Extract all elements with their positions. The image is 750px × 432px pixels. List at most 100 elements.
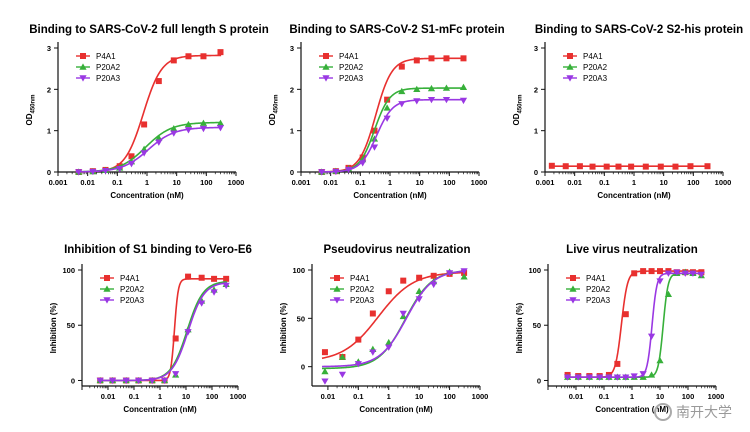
x-tick-label: 10 [182, 392, 190, 401]
x-axis-label: Concentration (nM) [359, 405, 433, 414]
data-point-P20A3 [622, 374, 630, 381]
legend-label-P20A2: P20A2 [339, 63, 364, 72]
x-tick-label: 1000 [228, 178, 245, 187]
data-point-P20A3 [630, 373, 638, 380]
y-tick-label: 100 [292, 266, 305, 275]
data-point-P20A3 [318, 169, 326, 176]
data-point-P20A3 [681, 270, 689, 277]
data-point-P20A3 [122, 377, 130, 385]
data-point-P20A3 [198, 300, 206, 307]
legend-label-P20A3: P20A3 [96, 74, 121, 83]
legend-label-P4A1: P4A1 [350, 274, 370, 283]
chart-title: Live virus neutralization [566, 244, 698, 256]
data-point-P4A1 [198, 274, 205, 281]
data-point-P20A3 [155, 139, 163, 146]
series-P20A3 [318, 96, 468, 176]
data-point-P20A2 [460, 273, 468, 280]
data-point-P20A3 [184, 329, 192, 336]
data-point-P20A3 [127, 161, 136, 168]
data-point-P20A2 [321, 367, 329, 375]
data-point-P20A3 [370, 144, 379, 151]
y-tick-label: 50 [297, 314, 305, 323]
data-point-P20A3 [216, 125, 225, 132]
data-point-P20A3 [354, 361, 362, 368]
x-tick-label: 100 [687, 178, 700, 187]
fit-curve-P20A3 [97, 282, 227, 382]
data-point-P4A1 [562, 163, 569, 170]
data-point-P20A2 [647, 371, 656, 378]
fit-curve-P20A2 [322, 270, 465, 370]
x-tick-label: 0.01 [323, 178, 338, 187]
data-point-P4A1 [576, 163, 583, 170]
x-tick-label: 0.01 [101, 392, 116, 401]
chart-title: Binding to SARS-CoV-2 S1-mFc protein [289, 24, 504, 36]
data-point-P4A1 [460, 55, 467, 62]
data-point-P20A3 [427, 96, 436, 104]
data-point-P20A3 [664, 270, 673, 277]
data-point-P20A3 [210, 289, 218, 296]
data-point-P20A3 [321, 378, 329, 385]
data-point-P20A2 [656, 356, 664, 364]
data-point-P20A3 [96, 377, 104, 385]
data-point-P4A1 [430, 272, 437, 279]
x-tick-label: 100 [443, 178, 456, 187]
legend-marker-P4A1 [80, 53, 86, 59]
legend-label-P4A1: P4A1 [339, 52, 359, 61]
chart-panel-4: Inhibition of S1 binding to Vero-E6 0.01 0… [49, 244, 252, 414]
data-point-P4A1 [141, 121, 148, 128]
legend-marker-P20A3 [333, 297, 341, 304]
y-tick-label: 2 [290, 85, 294, 94]
x-tick-label: 1000 [715, 178, 732, 187]
data-point-P20A2 [664, 290, 673, 298]
data-point-P20A3 [332, 168, 340, 176]
y-tick-label: 3 [290, 44, 294, 53]
data-point-P4A1 [172, 335, 179, 342]
fit-curve-P20A3 [322, 270, 465, 368]
legend-label-P4A1: P4A1 [96, 52, 116, 61]
chart-title: Inhibition of S1 binding to Vero-E6 [64, 244, 252, 256]
x-tick-label: 0.01 [569, 392, 584, 401]
legend-marker-P20A3 [566, 75, 574, 82]
legend-label-P4A1: P4A1 [583, 52, 603, 61]
wechat-logo-icon [654, 403, 672, 421]
chart-title: Binding to SARS-CoV-2 S2-his protein [535, 24, 743, 36]
legend-marker-P4A1 [567, 53, 573, 59]
legend-label-P20A2: P20A2 [586, 285, 611, 294]
x-tick-label: 10 [415, 178, 423, 187]
data-point-P4A1 [657, 268, 663, 275]
data-point-P20A3 [596, 374, 604, 381]
data-point-P4A1 [416, 274, 423, 281]
chart-panel-5: Pseudovirus neutralization 0.01 0.1 1 10 100 1… [279, 244, 488, 414]
x-tick-label: 0.001 [49, 178, 68, 187]
y-tick-label: 3 [534, 44, 538, 53]
legend-label-P20A2: P20A2 [350, 285, 375, 294]
legend-label-P20A3: P20A3 [339, 74, 364, 83]
data-point-P20A3 [184, 127, 193, 134]
fit-curve-P4A1 [321, 271, 465, 360]
data-point-P4A1 [170, 57, 177, 64]
data-point-P4A1 [400, 277, 407, 284]
data-point-P20A3 [413, 98, 421, 105]
data-point-P4A1 [672, 163, 679, 170]
chart-panel-6: Live virus neutralization 0.01 0.1 1 10 100 10… [515, 244, 724, 414]
data-point-P4A1 [355, 336, 362, 343]
x-tick-label: 0.01 [80, 178, 95, 187]
watermark-text: 南开大学 [676, 405, 732, 421]
x-tick-label: 1 [158, 392, 162, 401]
data-point-P20A3 [75, 169, 83, 176]
data-point-P4A1 [428, 55, 435, 62]
x-tick-label: 10 [656, 392, 664, 401]
chart-panel-2: Binding to SARS-CoV-2 S1-mFc protein 0.00… [268, 24, 505, 200]
legend-label-P20A2: P20A2 [583, 63, 608, 72]
fit-curve-P20A3 [75, 126, 222, 173]
legend-marker-P20A2 [333, 285, 341, 292]
data-point-P20A3 [415, 296, 423, 303]
y-tick-label: 50 [67, 321, 75, 330]
y-axis-label-main: OD [268, 113, 277, 125]
data-point-P20A2 [415, 287, 423, 294]
data-point-P20A3 [101, 168, 110, 175]
y-tick-label: 2 [47, 85, 51, 94]
y-axis-label: OD450nm [268, 94, 280, 125]
data-point-P4A1 [622, 311, 629, 318]
